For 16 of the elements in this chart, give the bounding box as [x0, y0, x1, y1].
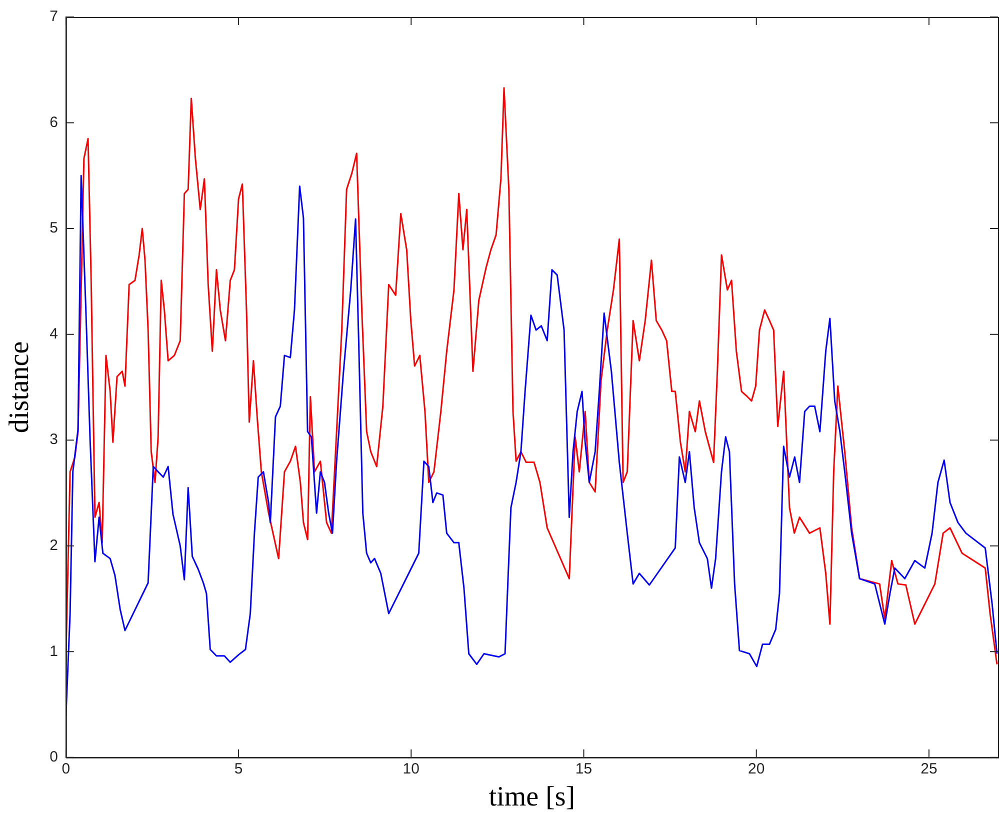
y-tick-label: 2 [50, 537, 58, 554]
x-axis-title: time [s] [488, 782, 576, 813]
y-tick-label: 1 [50, 642, 58, 660]
y-tick-label: 3 [50, 431, 58, 448]
y-tick-label: 6 [50, 114, 58, 131]
y-tick-label: 5 [50, 220, 58, 237]
y-tick-label: 0 [50, 748, 58, 766]
y-tick-label: 4 [50, 325, 58, 342]
y-tick-label: 7 [50, 8, 58, 26]
x-tick-label: 15 [575, 760, 592, 778]
x-tick-label: 20 [748, 760, 765, 778]
y-axis-title: distance [4, 341, 36, 434]
x-tick-label: 5 [234, 760, 243, 778]
x-tick-label: 0 [62, 760, 70, 778]
x-tick-label: 25 [920, 760, 938, 778]
x-tick-label: 10 [402, 760, 420, 778]
